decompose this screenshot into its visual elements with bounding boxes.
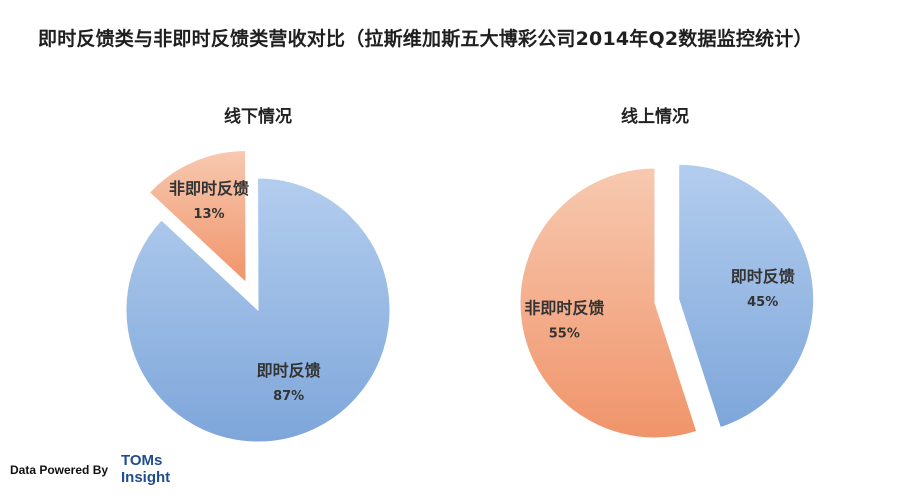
brand-line-2: Insight [121,469,171,486]
pie-slice-1-2 [125,177,391,443]
pie-slice-1-1 [148,150,247,284]
brand-line-1: TOMs [121,452,163,469]
pie-slice-2-2 [519,167,698,439]
slice-percent-1-2: 87% [273,389,304,404]
slice-percent-2-1: 45% [747,295,778,310]
slice-label-2-1: 即时反馈 [731,267,795,286]
data-powered-by-label: Data Powered By [10,463,109,477]
slice-percent-1-1: 13% [193,207,224,222]
pie-slice-2-1 [678,163,815,429]
brand-logo-text: TOMs Insight [121,452,170,486]
main-title: 即时反馈类与非即时反馈类营收对比（拉斯维加斯五大博彩公司2014年Q2数据监控统… [38,28,813,50]
slice-label-1-1: 非即时反馈 [169,179,249,198]
pie-title-1: 线下情况 [224,106,292,127]
slice-label-1-2: 即时反馈 [257,361,321,380]
slice-percent-2-2: 55% [549,326,580,341]
pie-title-2: 线上情况 [621,106,689,127]
slice-label-2-2: 非即时反馈 [524,298,604,317]
